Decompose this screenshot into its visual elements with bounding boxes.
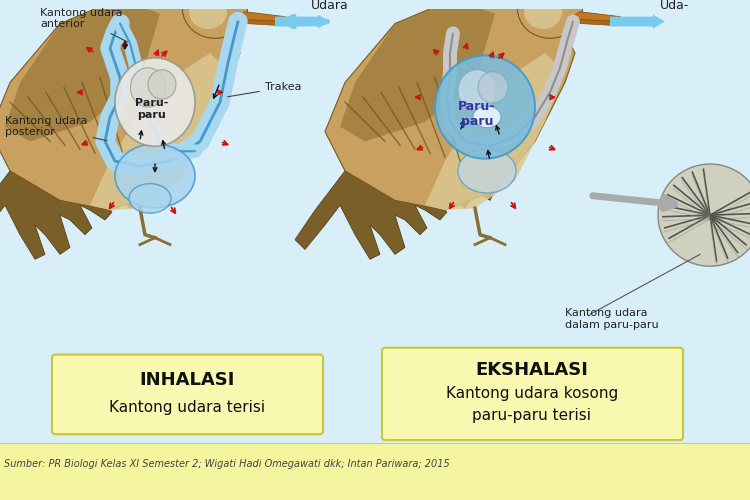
Circle shape <box>552 0 562 7</box>
Text: Sumber: PR Biologi Kelas XI Semester 2; Wigati Hadi Omegawati dkk; Intan Pariwar: Sumber: PR Biologi Kelas XI Semester 2; … <box>4 458 450 468</box>
Text: Trakea: Trakea <box>228 82 302 97</box>
Ellipse shape <box>182 0 248 38</box>
Ellipse shape <box>189 0 227 29</box>
Text: Paru-
paru: Paru- paru <box>135 98 169 120</box>
Text: EKSHALASI: EKSHALASI <box>476 362 589 380</box>
Text: Udara: Udara <box>311 0 349 12</box>
Polygon shape <box>580 20 618 26</box>
Ellipse shape <box>473 106 501 128</box>
Polygon shape <box>295 171 495 260</box>
Text: paru-paru terisi: paru-paru terisi <box>472 408 592 423</box>
Text: Uda-: Uda- <box>660 0 690 12</box>
FancyBboxPatch shape <box>382 348 683 440</box>
Text: Kantong udara
dalam paru-paru: Kantong udara dalam paru-paru <box>565 308 658 330</box>
Ellipse shape <box>129 184 171 213</box>
Bar <box>0 443 750 500</box>
Ellipse shape <box>115 144 195 208</box>
FancyArrow shape <box>275 14 330 28</box>
Ellipse shape <box>524 0 562 29</box>
Ellipse shape <box>148 70 176 99</box>
Polygon shape <box>245 20 283 26</box>
Circle shape <box>658 164 750 266</box>
Text: INHALASI: INHALASI <box>140 371 235 389</box>
Ellipse shape <box>518 0 583 38</box>
Text: Kantong udara
posterior: Kantong udara posterior <box>5 116 107 141</box>
Polygon shape <box>0 0 240 210</box>
Polygon shape <box>340 0 495 142</box>
Text: Kantong udara terisi: Kantong udara terisi <box>109 400 265 415</box>
Polygon shape <box>425 53 565 210</box>
Polygon shape <box>325 0 575 210</box>
FancyBboxPatch shape <box>52 354 323 434</box>
Ellipse shape <box>435 56 535 158</box>
FancyArrow shape <box>610 14 665 28</box>
Polygon shape <box>570 12 623 22</box>
Text: Kantong udara kosong: Kantong udara kosong <box>446 386 618 402</box>
Polygon shape <box>90 53 230 210</box>
Ellipse shape <box>458 70 496 111</box>
Circle shape <box>217 0 227 7</box>
Ellipse shape <box>115 58 195 146</box>
Ellipse shape <box>458 149 516 193</box>
Text: Paru-
paru: Paru- paru <box>458 100 496 128</box>
Polygon shape <box>5 0 160 142</box>
Polygon shape <box>235 12 288 22</box>
Text: Kantong udara
anterior: Kantong udara anterior <box>40 8 128 42</box>
Ellipse shape <box>478 72 508 103</box>
Polygon shape <box>0 171 160 260</box>
Ellipse shape <box>130 68 166 107</box>
